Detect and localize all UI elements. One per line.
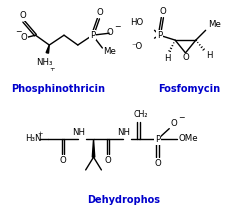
Polygon shape	[46, 45, 49, 53]
Text: O: O	[182, 53, 189, 62]
Text: O: O	[171, 119, 178, 128]
Text: −: −	[15, 27, 22, 36]
Text: O: O	[60, 156, 66, 165]
Text: Phosphinothricin: Phosphinothricin	[11, 84, 105, 94]
Text: O: O	[107, 28, 114, 37]
Text: O: O	[160, 7, 167, 16]
Text: P: P	[155, 135, 160, 144]
Text: O: O	[154, 159, 161, 167]
Text: ⁻O: ⁻O	[131, 42, 142, 50]
Text: Me: Me	[103, 47, 116, 56]
Text: H₃N: H₃N	[25, 134, 42, 143]
Text: Fosfomycin: Fosfomycin	[158, 84, 220, 94]
Text: O: O	[96, 8, 103, 17]
Text: −: −	[178, 113, 184, 122]
Text: NH₃: NH₃	[36, 58, 53, 67]
Text: Dehydrophos: Dehydrophos	[88, 195, 161, 205]
Text: −: −	[114, 22, 121, 31]
Text: O: O	[20, 33, 27, 42]
Text: H: H	[206, 51, 213, 60]
Polygon shape	[92, 139, 95, 157]
Text: NH: NH	[118, 128, 131, 137]
Text: +: +	[50, 66, 55, 72]
Text: CH₂: CH₂	[133, 110, 148, 119]
Text: H: H	[164, 54, 171, 63]
Text: +: +	[38, 131, 43, 137]
Text: OMe: OMe	[178, 134, 198, 143]
Text: O: O	[105, 156, 112, 165]
Text: NH: NH	[72, 128, 85, 137]
Text: P: P	[90, 31, 95, 40]
Text: HO: HO	[131, 18, 144, 27]
Text: Me: Me	[208, 20, 221, 29]
Text: P: P	[157, 31, 162, 40]
Text: O: O	[19, 11, 26, 20]
